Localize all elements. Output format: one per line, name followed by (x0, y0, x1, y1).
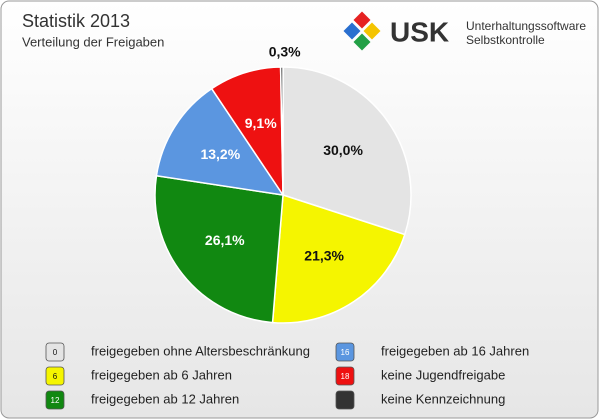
legend-label: freigegeben ab 16 Jahren (381, 343, 529, 358)
legend-swatch (45, 342, 65, 362)
legend-label: keine Jugendfreigabe (381, 367, 505, 382)
legend-swatch (45, 390, 65, 410)
logo-text: USK (390, 16, 449, 47)
legend-swatch (335, 366, 355, 386)
legend-badge: 6 (53, 372, 58, 381)
pie-slice (154, 174, 284, 324)
legend-swatch (335, 342, 355, 362)
pie-slice (155, 87, 285, 196)
value-label: 30,0% (323, 142, 363, 158)
value-label: 0,3% (269, 44, 301, 60)
value-label: 21,3% (304, 247, 344, 263)
chart-title: Statistik 2013 (22, 11, 130, 31)
pie-slice (279, 66, 284, 196)
legend-badge: 16 (341, 348, 350, 357)
value-label: 26,1% (205, 232, 245, 248)
value-label: 13,2% (200, 146, 240, 162)
legend-badge: 12 (51, 396, 60, 405)
pie-slice (271, 193, 406, 324)
legend-swatch (45, 366, 65, 386)
value-label: 9,1% (245, 115, 277, 131)
logo-line: Selbstkontrolle (466, 33, 545, 47)
logo-line: Unterhaltungssoftware (466, 19, 586, 33)
legend-label: keine Kennzeichnung (381, 391, 505, 406)
legend-label: freigegeben ab 12 Jahren (91, 391, 239, 406)
legend-swatch (335, 390, 355, 410)
chart-subtitle: Verteilung der Freigaben (22, 34, 164, 49)
legend-badge: 18 (341, 372, 350, 381)
legend-label: freigegeben ab 6 Jahren (91, 367, 232, 382)
legend-badge: 0 (53, 348, 58, 357)
legend-label: freigegeben ohne Altersbeschränkung (91, 343, 310, 358)
pie-slice (282, 66, 412, 236)
